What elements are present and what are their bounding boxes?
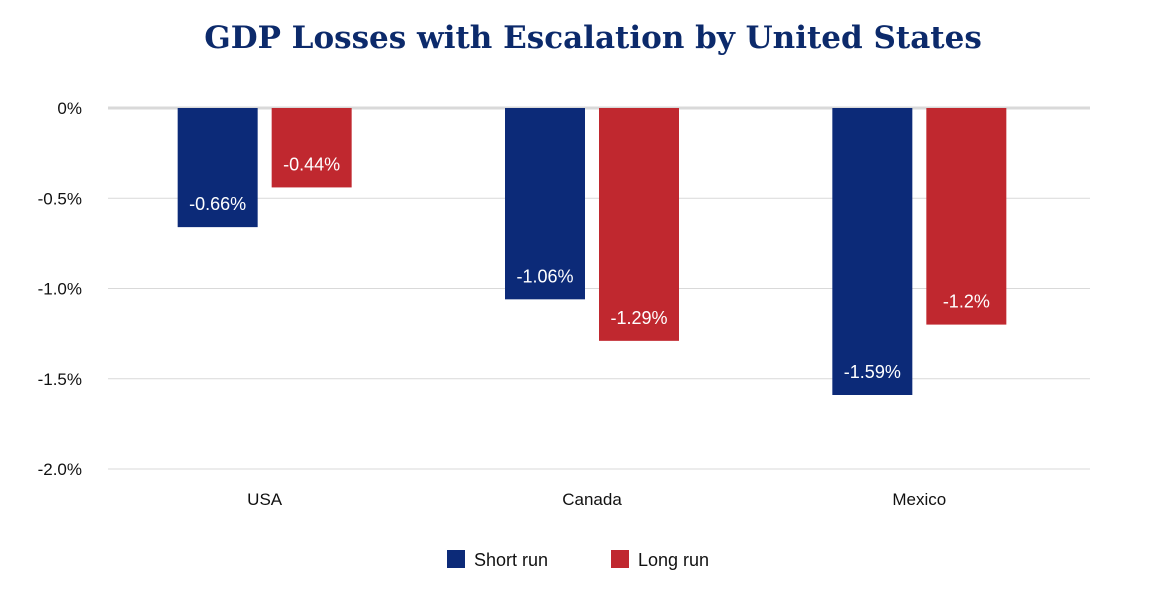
legend-swatch xyxy=(447,550,465,568)
data-label: -1.2% xyxy=(943,292,990,312)
y-axis-tick-labels: 0% -0.5% -1.0% -1.5% -2.0% xyxy=(38,99,82,479)
bar-short-run-canada xyxy=(505,108,585,300)
y-tick-label: 0% xyxy=(57,99,82,118)
data-label: -0.44% xyxy=(283,154,340,174)
data-label: -1.59% xyxy=(844,362,901,382)
data-label: -0.66% xyxy=(189,194,246,214)
legend: Short run Long run xyxy=(447,550,709,570)
bar-short-run-usa xyxy=(177,108,258,228)
y-tick-label: -2.0% xyxy=(38,460,82,479)
x-category-label: Mexico xyxy=(892,490,946,509)
data-label: -1.29% xyxy=(610,308,667,328)
y-tick-label: -0.5% xyxy=(38,189,82,208)
y-tick-label: -1.5% xyxy=(38,370,82,389)
bar-long-run-canada xyxy=(599,108,679,341)
legend-swatch xyxy=(611,550,629,568)
legend-label: Short run xyxy=(474,550,548,570)
bar-short-run-mexico xyxy=(832,108,913,395)
x-category-label: USA xyxy=(247,490,283,509)
chart-title: GDP Losses with Escalation by United Sta… xyxy=(204,20,982,56)
bar-long-run-usa xyxy=(271,108,352,188)
legend-label: Long run xyxy=(638,550,709,570)
x-axis-category-labels: USA Canada Mexico xyxy=(247,490,946,509)
bar-long-run-mexico xyxy=(926,108,1007,325)
y-tick-label: -1.0% xyxy=(38,280,82,299)
bars: -0.66% -0.44% -1.06% -1.29% -1.59% -1.2% xyxy=(177,108,1007,395)
x-category-label: Canada xyxy=(562,490,622,509)
data-label: -1.06% xyxy=(516,266,573,286)
